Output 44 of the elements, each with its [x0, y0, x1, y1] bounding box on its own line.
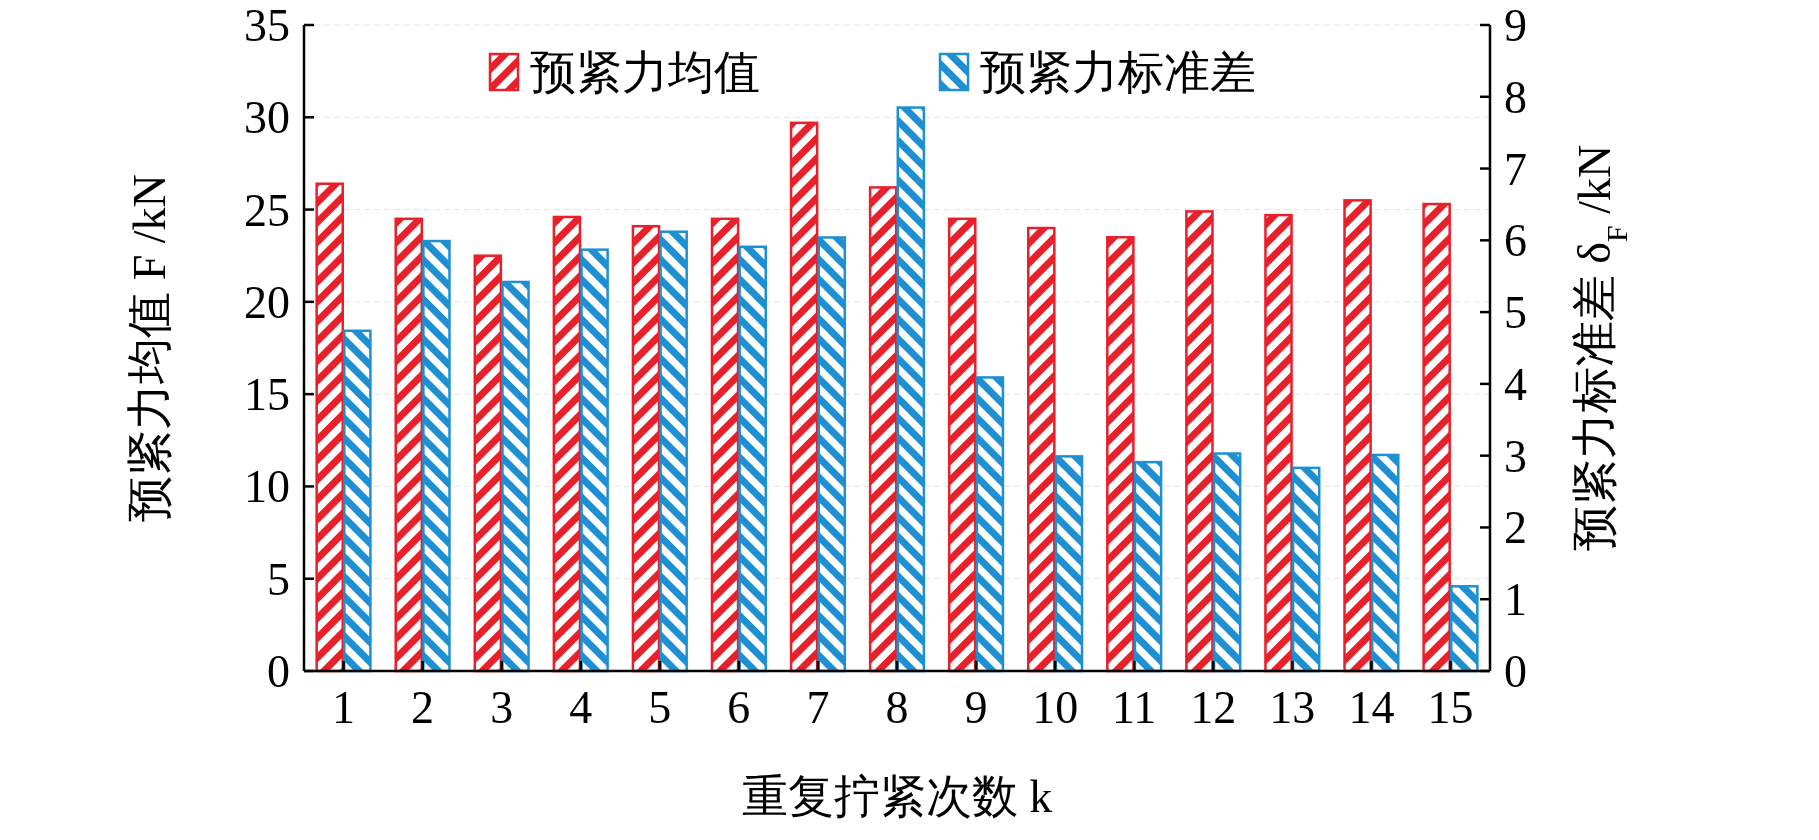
y-tick-label: 30: [244, 91, 290, 143]
y-tick-label: 25: [244, 184, 290, 236]
y-tick-label: 10: [244, 460, 290, 512]
x-axis-title: 重复拧紧次数 k: [741, 771, 1053, 822]
bar: [1422, 202, 1451, 673]
y2-tick-label: 9: [1504, 0, 1527, 51]
y2-tick-label: 1: [1504, 573, 1527, 625]
legend-label: 预紧力均值: [530, 46, 760, 98]
y-tick-label: 0: [267, 645, 290, 697]
x-tick-label: 1: [332, 682, 356, 733]
y2-tick-label: 6: [1504, 214, 1527, 266]
x-tick-label: 10: [1032, 682, 1079, 733]
y-axis-title: 预紧力均值 F /kN: [124, 174, 175, 522]
y-tick-label: 35: [244, 0, 290, 51]
x-tick-label: 9: [964, 682, 988, 733]
y2-tick-label: 0: [1504, 645, 1527, 697]
bar: [1185, 210, 1214, 673]
x-tick-label: 7: [806, 682, 830, 733]
x-tick-label: 8: [885, 682, 909, 733]
x-tick-label: 14: [1348, 682, 1395, 733]
x-tick-label: 11: [1112, 682, 1157, 733]
y2-tick-label: 7: [1504, 143, 1527, 195]
legend-label: 预紧力标准差: [980, 46, 1256, 98]
x-tick-label: 12: [1190, 682, 1237, 733]
bar: [1343, 199, 1372, 673]
y-tick-label: 15: [244, 368, 290, 420]
y2-tick-label: 5: [1504, 286, 1527, 338]
x-tick-label: 5: [648, 682, 672, 733]
y-tick-label: 20: [244, 276, 290, 328]
y2-tick-label: 3: [1504, 430, 1527, 482]
bar: [1264, 213, 1293, 673]
y2-tick-label: 2: [1504, 501, 1527, 553]
x-tick-label: 4: [569, 682, 593, 733]
x-tick-label: 13: [1269, 682, 1316, 733]
x-tick-label: 3: [490, 682, 514, 733]
y2-tick-label: 8: [1504, 71, 1527, 123]
y-tick-label: 5: [267, 553, 290, 605]
y2-tick-label: 4: [1504, 358, 1527, 410]
bar: [1027, 226, 1056, 673]
x-tick-label: 2: [411, 682, 435, 733]
bar: [1450, 585, 1479, 673]
x-tick-label: 15: [1427, 682, 1474, 733]
bar: [1106, 236, 1135, 673]
x-tick-label: 6: [727, 682, 751, 733]
